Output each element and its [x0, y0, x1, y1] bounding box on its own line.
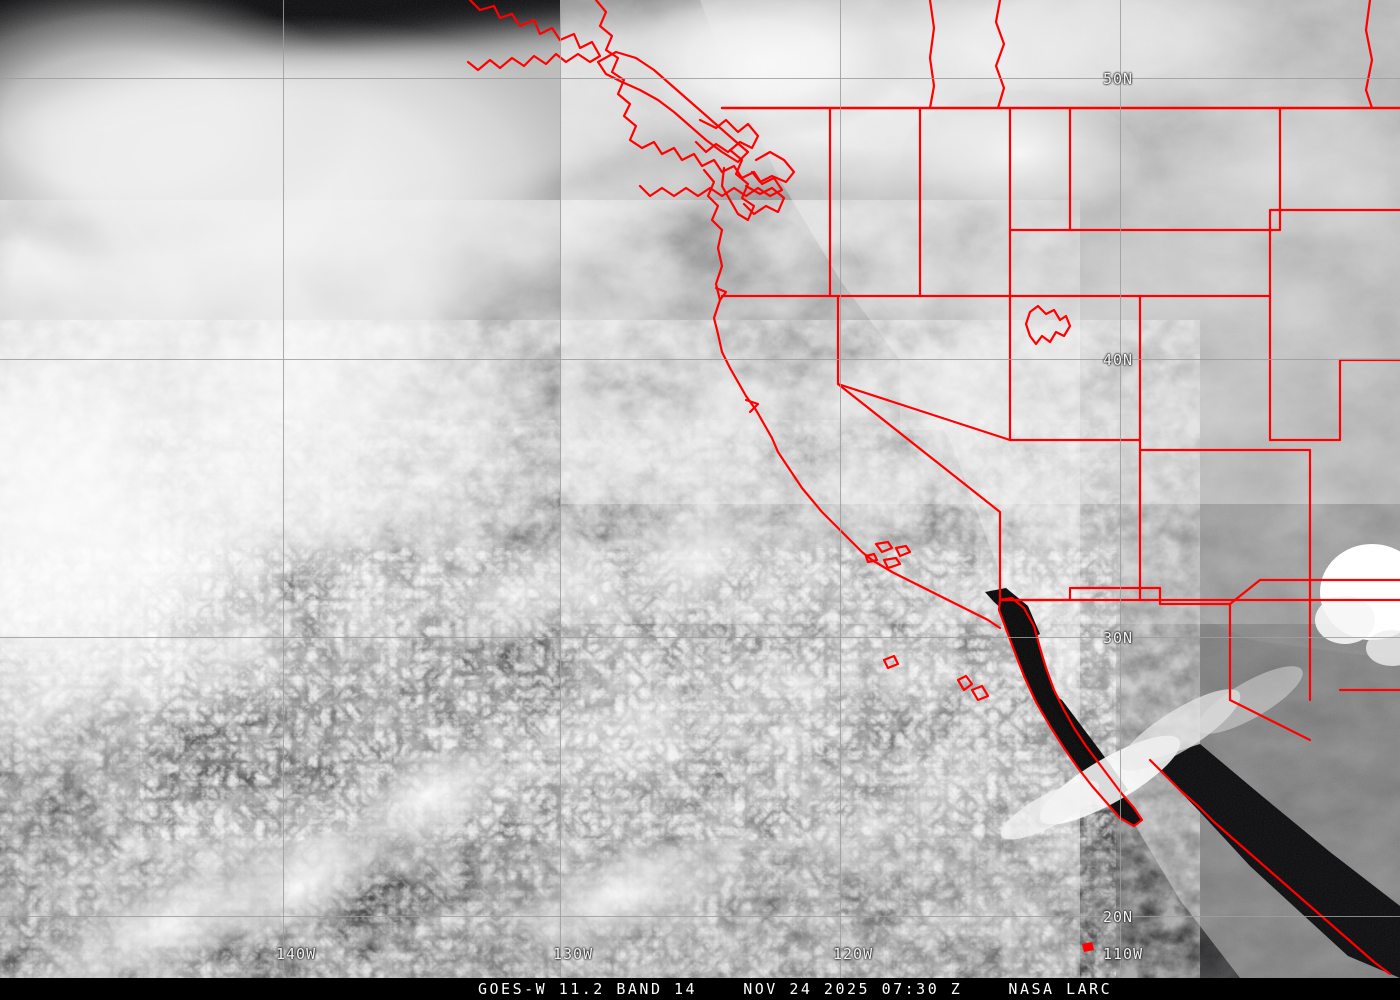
gridline-lat-20n: [0, 916, 1400, 917]
lat-label-50n: 50N: [1103, 70, 1134, 88]
caption-text: GOES-W 11.2 BAND 14 NOV 24 2025 07:30 Z …: [478, 980, 1113, 998]
baja-coastline: [997, 596, 1144, 828]
caption-bar: [0, 978, 1400, 1000]
gridline-lat-40n: [0, 359, 1400, 360]
gridline-lat-50n: [0, 78, 1400, 79]
lon-label-110w: 110W: [1103, 945, 1144, 963]
gridline-lon-130w: [560, 0, 561, 978]
gridline-lon-120w: [840, 0, 841, 978]
map-overlay-vectors: [466, 0, 1400, 976]
lon-label-120w: 120W: [833, 945, 874, 963]
gridline-lon-140w: [283, 0, 284, 978]
lat-label-30n: 30N: [1103, 629, 1134, 647]
lon-label-130w: 130W: [553, 945, 594, 963]
gridline-lat-30n: [0, 637, 1400, 638]
lat-label-40n: 40N: [1103, 351, 1134, 369]
bc-coast-outline: [466, 0, 602, 72]
lon-label-140w: 140W: [276, 945, 317, 963]
lat-label-20n: 20N: [1103, 908, 1134, 926]
vancouver-island: [596, 50, 750, 164]
great-salt-lake: [1024, 304, 1072, 346]
mexico-mainland-coast: [1148, 758, 1392, 976]
gridline-lon-110w: [1120, 0, 1121, 978]
us-mexico-border: [998, 578, 1400, 606]
us-west-coastline: [712, 228, 1002, 630]
